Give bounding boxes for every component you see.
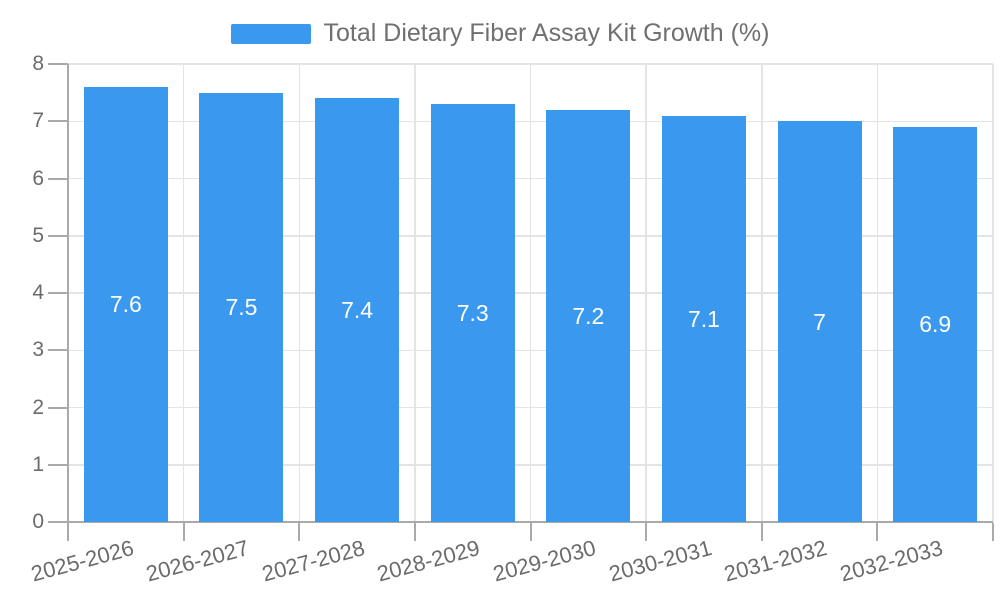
bar-value-label: 7.1 bbox=[687, 305, 720, 332]
legend-item[interactable]: Total Dietary Fiber Assay Kit Growth (%) bbox=[0, 19, 1000, 48]
x-axis-tick-label: 2025-2026 bbox=[27, 535, 137, 587]
bar bbox=[546, 109, 631, 522]
y-axis-line bbox=[67, 64, 69, 522]
y-axis-tick-label: 7 bbox=[32, 109, 44, 133]
bar bbox=[893, 126, 978, 522]
vertical-grid-line bbox=[876, 64, 879, 522]
bar-value-label: 7.2 bbox=[572, 302, 605, 329]
bar-value-label: 7.3 bbox=[456, 300, 489, 327]
x-axis-tick-label: 2028-2029 bbox=[374, 535, 483, 587]
x-axis-tick bbox=[298, 523, 301, 541]
bar bbox=[83, 86, 168, 522]
x-axis-tick bbox=[413, 523, 416, 541]
vertical-grid-line bbox=[414, 64, 416, 522]
x-axis-tick bbox=[876, 523, 879, 541]
bar-value-label: 7.6 bbox=[109, 291, 142, 318]
x-axis-tick bbox=[992, 523, 994, 541]
x-axis-tick-label: 2032-2033 bbox=[837, 535, 946, 587]
vertical-grid-line bbox=[298, 64, 300, 522]
bar-value-label: 7 bbox=[813, 308, 826, 335]
x-axis-tick-label: 2027-2028 bbox=[259, 535, 368, 587]
legend-label: Total Dietary Fiber Assay Kit Growth (%) bbox=[323, 19, 770, 47]
x-axis-tick-label: 2029-2030 bbox=[490, 535, 599, 587]
y-axis-tick-label: 8 bbox=[32, 52, 44, 75]
bar bbox=[199, 92, 284, 522]
x-axis-tick bbox=[182, 523, 185, 541]
y-axis-tick bbox=[48, 177, 68, 180]
bar bbox=[315, 98, 400, 522]
y-axis-tick-label: 6 bbox=[32, 166, 44, 190]
vertical-grid-line bbox=[182, 64, 185, 522]
vertical-grid-line bbox=[992, 64, 994, 522]
y-axis-tick-label: 2 bbox=[32, 395, 44, 419]
x-axis-tick-label: 2030-2031 bbox=[606, 535, 715, 587]
vertical-grid-line bbox=[529, 64, 532, 522]
y-axis-tick-label: 4 bbox=[32, 281, 44, 304]
bar bbox=[430, 104, 515, 522]
bar bbox=[661, 115, 746, 522]
legend-swatch bbox=[230, 23, 311, 44]
y-axis-tick bbox=[48, 120, 68, 123]
x-axis-tick bbox=[67, 523, 69, 541]
bar bbox=[777, 121, 862, 522]
y-axis-tick-label: 1 bbox=[32, 452, 44, 476]
y-axis-tick-label: 3 bbox=[32, 338, 44, 362]
y-axis-tick bbox=[48, 234, 68, 237]
x-axis-tick-label: 2031-2032 bbox=[721, 535, 830, 587]
x-axis-tick bbox=[529, 523, 532, 541]
y-axis-tick bbox=[48, 521, 68, 523]
vertical-grid-line bbox=[645, 64, 647, 522]
bar-value-label: 7.5 bbox=[225, 294, 258, 321]
y-axis-tick-label: 0 bbox=[32, 510, 44, 533]
vertical-grid-line bbox=[761, 64, 763, 522]
y-axis-tick bbox=[48, 63, 68, 65]
y-axis-tick-label: 5 bbox=[32, 223, 44, 247]
y-axis-tick bbox=[48, 463, 68, 466]
y-axis-tick bbox=[48, 349, 68, 352]
y-axis-tick bbox=[48, 292, 68, 294]
x-axis-tick bbox=[760, 523, 763, 541]
x-axis-line bbox=[68, 521, 993, 523]
bar-value-label: 6.9 bbox=[919, 311, 952, 338]
y-axis-tick bbox=[48, 406, 68, 409]
bar-value-label: 7.4 bbox=[341, 297, 374, 324]
x-axis-tick bbox=[645, 523, 648, 541]
x-axis-tick-label: 2026-2027 bbox=[143, 535, 252, 587]
